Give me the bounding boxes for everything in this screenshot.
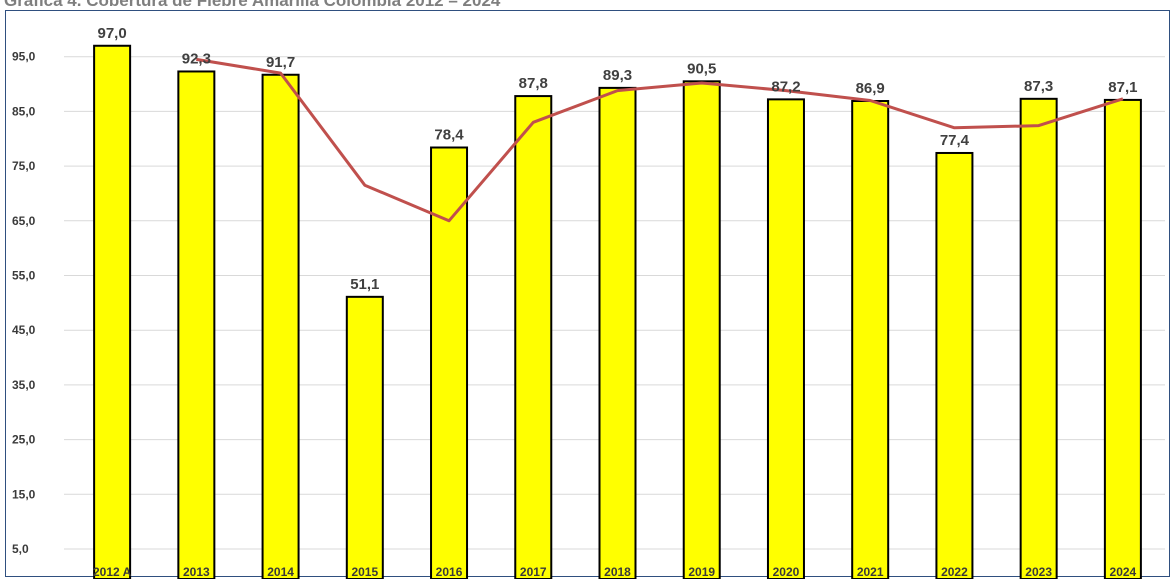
data-label: 87,8 <box>519 75 548 92</box>
y-tick-label: 65,0 <box>12 214 36 228</box>
bar <box>514 95 553 579</box>
y-tick-label: 55,0 <box>12 269 36 283</box>
data-label: 51,1 <box>350 276 379 293</box>
bar <box>682 80 721 579</box>
bar <box>1103 98 1142 579</box>
bars <box>93 44 1142 579</box>
y-tick-label: 35,0 <box>12 378 36 392</box>
data-label: 77,4 <box>940 132 970 149</box>
data-label: 97,0 <box>98 25 127 42</box>
y-tick-label: 95,0 <box>12 50 36 64</box>
data-label: 87,2 <box>771 78 800 95</box>
bar <box>93 44 132 579</box>
data-label: 78,4 <box>434 127 464 144</box>
x-tick-label: 2016 <box>436 565 463 579</box>
x-tick-label: 2022 <box>941 565 968 579</box>
x-tick-label: 2017 <box>520 565 547 579</box>
data-label: 86,9 <box>856 80 885 97</box>
bar <box>261 73 300 579</box>
data-label: 89,3 <box>603 67 632 84</box>
chart-title: Gráfica 4. Cobertura de Fiebre Amarilla … <box>4 0 501 10</box>
bar <box>935 151 974 579</box>
data-label: 87,3 <box>1024 78 1053 95</box>
y-tick-label: 45,0 <box>12 323 36 337</box>
x-tick-label: 2024 <box>1110 565 1137 579</box>
bar <box>598 86 637 579</box>
x-tick-label: 2020 <box>773 565 800 579</box>
data-label: 90,5 <box>687 60 716 77</box>
data-label: 91,7 <box>266 54 295 71</box>
y-axis-ticks: 5,0 15,0 25,0 35,0 45,0 55,0 65,0 75,0 85,0 95,0 <box>12 50 36 556</box>
x-tick-label: 2023 <box>1025 565 1052 579</box>
bar <box>851 100 890 579</box>
bar <box>430 146 469 579</box>
bar <box>345 295 384 579</box>
y-tick-label: 75,0 <box>12 159 36 173</box>
trend-line <box>196 57 1124 223</box>
x-tick-label: 2012 A <box>93 565 132 579</box>
y-tick-label: 25,0 <box>12 433 36 447</box>
y-tick-label: 15,0 <box>12 487 36 501</box>
bar <box>766 98 805 579</box>
x-tick-label: 2018 <box>604 565 631 579</box>
x-tick-label: 2015 <box>351 565 378 579</box>
bar <box>177 70 216 579</box>
y-tick-label: 85,0 <box>12 104 36 118</box>
bar <box>1019 97 1058 579</box>
data-label: 92,3 <box>182 50 211 67</box>
data-label: 87,1 <box>1108 79 1137 96</box>
x-tick-label: 2014 <box>267 565 294 579</box>
x-axis-ticks: 2012 A 2013 2014 2015 2016 2017 2018 2019 2020 20… <box>93 565 1137 579</box>
trend-line-path <box>196 57 1124 223</box>
y-tick-label: 5,0 <box>12 542 29 556</box>
x-tick-label: 2021 <box>857 565 884 579</box>
x-tick-label: 2019 <box>688 565 715 579</box>
x-tick-label: 2013 <box>183 565 210 579</box>
data-labels: 97,0 92,3 91,7 51,1 78,4 87,8 89,3 90,5 87,2 86,9… <box>98 25 1138 293</box>
